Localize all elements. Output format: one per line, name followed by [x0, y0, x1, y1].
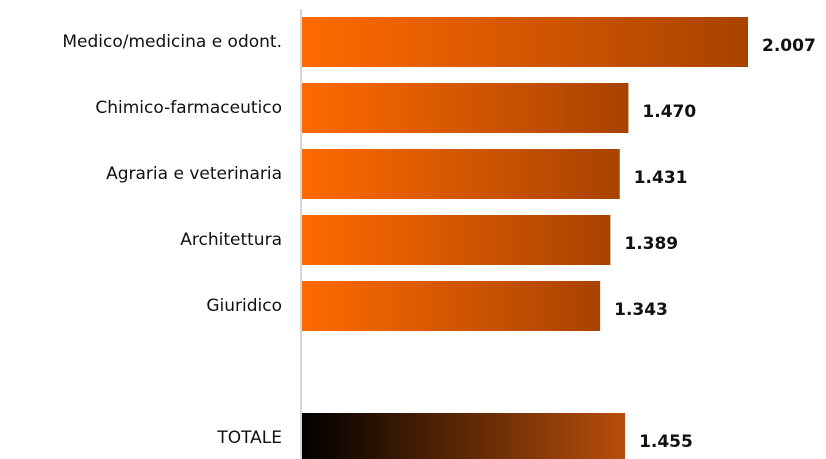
category-label: Medico/medicina e odont. — [62, 32, 282, 52]
category-label: Giuridico — [206, 296, 282, 316]
value-label: 1.343 — [614, 300, 668, 320]
value-label: 2.007 — [762, 36, 816, 56]
category-label: Agraria e veterinaria — [106, 164, 282, 184]
value-label: 1.455 — [639, 432, 693, 452]
value-label: 1.431 — [634, 168, 688, 188]
category-label: TOTALE — [216, 428, 282, 448]
bar — [302, 413, 626, 459]
category-label: Architettura — [180, 230, 282, 250]
bar — [302, 215, 611, 265]
bar — [302, 83, 629, 133]
bar — [302, 17, 749, 67]
value-label: 1.470 — [642, 102, 696, 122]
value-label: 1.389 — [624, 234, 678, 254]
bar — [302, 149, 620, 199]
category-label: Chimico-farmaceutico — [95, 98, 282, 118]
bar — [302, 281, 601, 331]
